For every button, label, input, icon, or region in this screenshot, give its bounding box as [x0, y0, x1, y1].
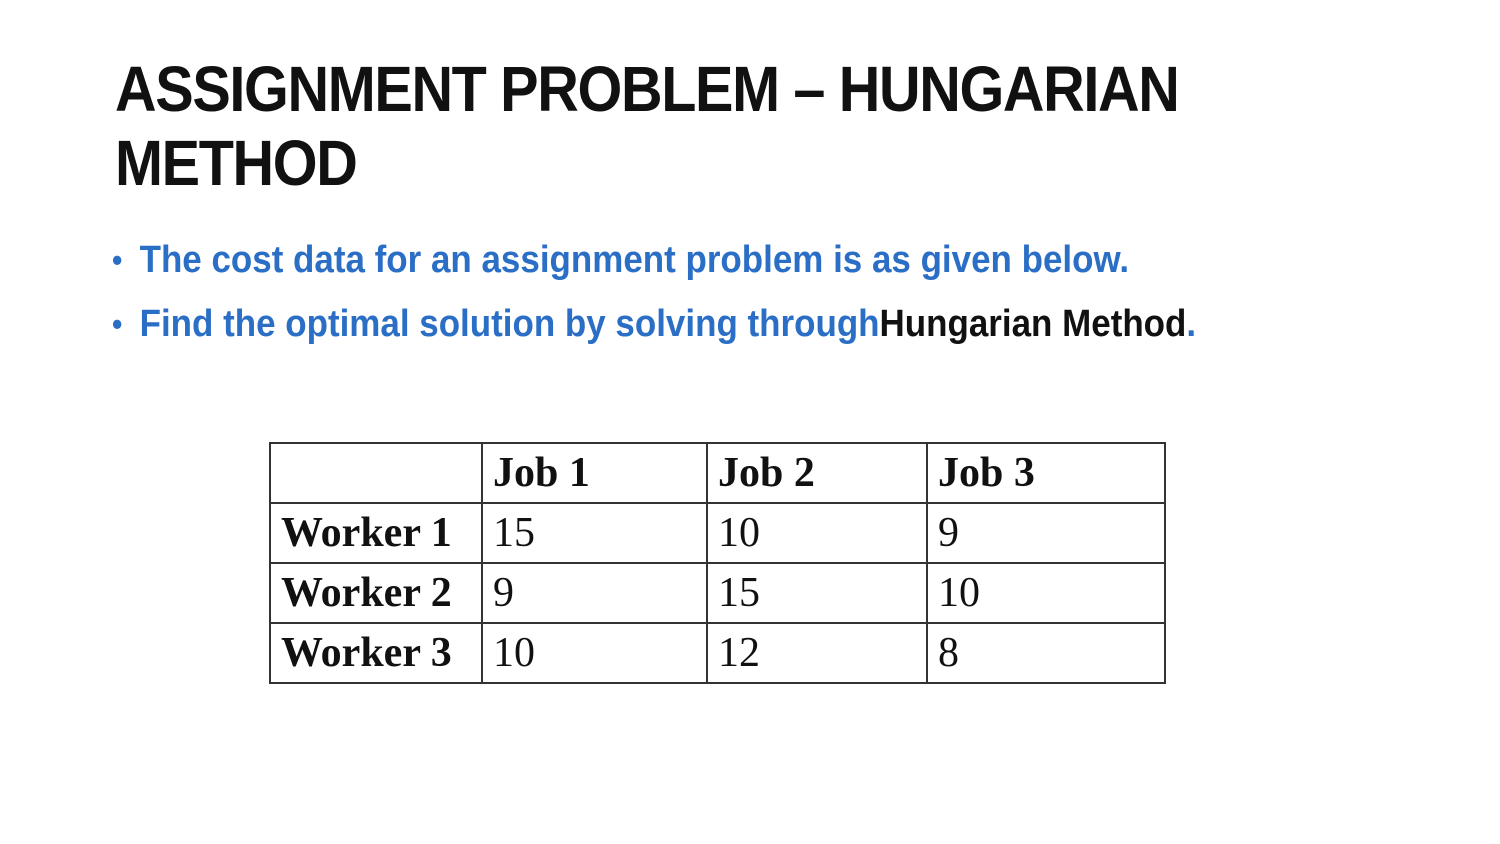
bullet-emphasis: Hungarian Method	[879, 303, 1187, 345]
table-row: Worker 1 15 10 9	[269, 502, 1166, 564]
bullet-item: • Find the optimal solution by solving t…	[112, 292, 1196, 356]
bullet-text-end: .	[1186, 303, 1197, 345]
cost-cell: 15	[481, 502, 708, 564]
row-header-worker-3: Worker 3	[269, 622, 483, 684]
cost-cell: 9	[481, 562, 708, 624]
table-corner-cell	[269, 442, 483, 504]
row-header-worker-1: Worker 1	[269, 502, 483, 564]
bullet-dot-icon: •	[112, 242, 123, 278]
column-header-job-3: Job 3	[926, 442, 1166, 504]
column-header-job-1: Job 1	[481, 442, 708, 504]
column-header-job-2: Job 2	[706, 442, 928, 504]
cost-table: Job 1 Job 2 Job 3 Worker 1 15 10 9 Worke…	[269, 442, 1166, 684]
cost-cell: 10	[926, 562, 1166, 624]
cost-cell: 9	[926, 502, 1166, 564]
bullet-list: • The cost data for an assignment proble…	[112, 228, 1196, 356]
cost-cell: 12	[706, 622, 928, 684]
cost-cell: 15	[706, 562, 928, 624]
cost-cell: 10	[481, 622, 708, 684]
table-row: Worker 2 9 15 10	[269, 562, 1166, 624]
bullet-text: The cost data for an assignment problem …	[139, 239, 1130, 281]
row-header-worker-2: Worker 2	[269, 562, 483, 624]
table-row: Worker 3 10 12 8	[269, 622, 1166, 684]
slide-title: ASSIGNMENT PROBLEM – HUNGARIAN METHOD	[115, 53, 1180, 199]
bullet-dot-icon: •	[112, 306, 123, 342]
table-header-row: Job 1 Job 2 Job 3	[269, 442, 1166, 504]
cost-cell: 10	[706, 502, 928, 564]
bullet-item: • The cost data for an assignment proble…	[112, 228, 1196, 292]
bullet-text: Find the optimal solution by solving thr…	[139, 303, 880, 345]
cost-cell: 8	[926, 622, 1166, 684]
